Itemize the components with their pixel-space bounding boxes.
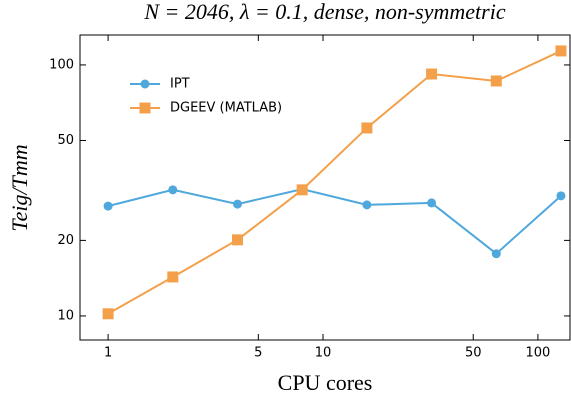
x-tick-label: 10 [315, 346, 332, 361]
y-axis-label: Teig/Tmm [7, 144, 32, 231]
chart-title: N = 2046, λ = 0.1, dense, non-symmetric [143, 0, 505, 24]
y-tick-label: 100 [49, 57, 74, 72]
x-tick-label: 5 [254, 346, 262, 361]
data-point [102, 308, 114, 320]
y-tick-label: 10 [57, 308, 74, 323]
x-axis-label: CPU cores [278, 370, 373, 395]
data-point [231, 234, 243, 246]
data-point [427, 198, 437, 208]
data-point [361, 122, 373, 134]
data-point [556, 191, 566, 201]
x-tick-label: 1 [104, 346, 112, 361]
y-tick-label: 20 [57, 233, 74, 248]
legend-label: DGEEV (MATLAB) [170, 101, 282, 116]
data-point [296, 184, 308, 196]
data-point [167, 271, 179, 283]
x-tick-label: 100 [526, 346, 551, 361]
data-point [555, 45, 567, 57]
plot-frame [79, 34, 571, 341]
x-tick-label: 50 [465, 346, 482, 361]
data-point [491, 249, 501, 259]
data-point [490, 75, 502, 87]
data-point [426, 68, 438, 80]
data-point [362, 200, 372, 210]
data-point [103, 201, 113, 211]
data-point [168, 185, 178, 195]
data-point [232, 199, 242, 209]
series-line [107, 188, 562, 256]
y-tick-label: 50 [57, 133, 74, 148]
legend-marker [140, 79, 150, 89]
series-line [107, 50, 562, 315]
legend-label: IPT [170, 77, 190, 92]
legend-marker [139, 102, 151, 114]
